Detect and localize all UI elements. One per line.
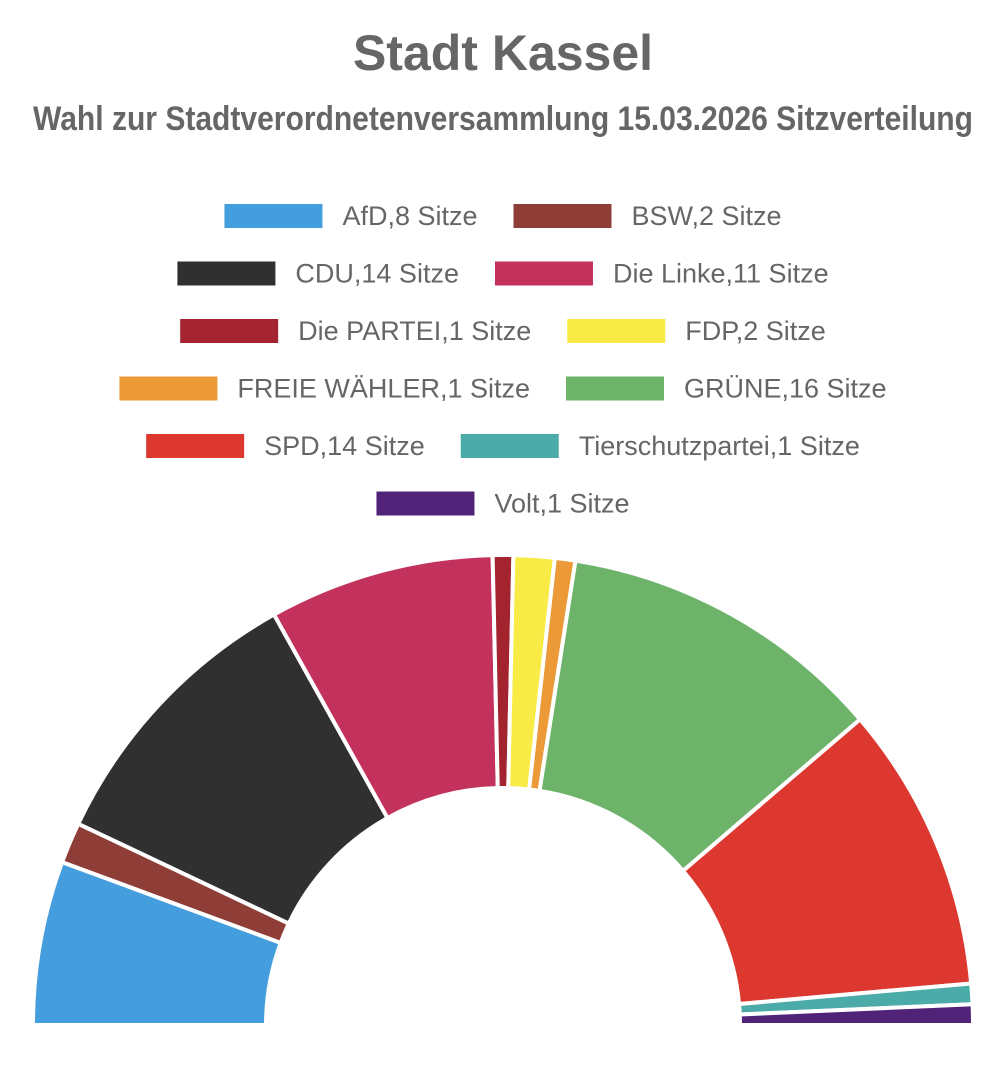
legend-swatch bbox=[567, 319, 666, 343]
legend-swatch bbox=[376, 491, 475, 516]
legend-item-cdu[interactable]: CDU,14 Sitze bbox=[177, 259, 459, 289]
slice-spd[interactable] bbox=[681, 717, 974, 1007]
legend-label: FREIE WÄHLER,1 Sitze bbox=[237, 374, 530, 404]
legend-label: CDU,14 Sitze bbox=[295, 259, 459, 289]
legend-label: FDP,2 Sitze bbox=[685, 316, 826, 346]
legend-item-die-partei[interactable]: Die PARTEI,1 Sitze bbox=[180, 316, 531, 346]
legend-swatch bbox=[119, 376, 218, 401]
legend-swatch bbox=[460, 434, 559, 458]
legend-label: AfD,8 Sitze bbox=[342, 201, 477, 231]
legend-item-freie-wähler[interactable]: FREIE WÄHLER,1 Sitze bbox=[119, 374, 530, 404]
slice-volt[interactable] bbox=[737, 1002, 975, 1027]
legend-swatch bbox=[566, 376, 665, 401]
legend-item-afd[interactable]: AfD,8 Sitze bbox=[224, 201, 478, 231]
legend-swatch bbox=[180, 319, 279, 343]
legend-item-bsw[interactable]: BSW,2 Sitze bbox=[513, 201, 782, 231]
legend-label: Volt,1 Sitze bbox=[494, 489, 629, 519]
legend-swatch bbox=[513, 204, 612, 228]
legend-item-spd[interactable]: SPD,14 Sitze bbox=[146, 431, 425, 461]
legend-label: Die Linke,11 Sitze bbox=[613, 259, 829, 289]
slice-grüne[interactable] bbox=[537, 558, 863, 873]
legend-swatch bbox=[177, 261, 276, 286]
slice-cdu[interactable] bbox=[76, 612, 390, 926]
legend: AfD,8 Sitze BSW,2 Sitze CDU,14 Sitze Die Li… bbox=[119, 201, 887, 519]
legend-item-fdp[interactable]: FDP,2 Sitze bbox=[567, 316, 826, 346]
chart-title: Stadt Kassel bbox=[353, 25, 653, 81]
half-donut bbox=[31, 553, 975, 1027]
legend-swatch bbox=[494, 261, 593, 286]
chart-subtitle: Wahl zur Stadtverordnetenversammlung 15.… bbox=[33, 100, 973, 138]
legend-swatch bbox=[146, 434, 245, 458]
legend-label: GRÜNE,16 Sitze bbox=[684, 374, 887, 404]
legend-item-grüne[interactable]: GRÜNE,16 Sitze bbox=[566, 374, 887, 404]
legend-label: Die PARTEI,1 Sitze bbox=[298, 316, 531, 346]
legend-item-die-linke[interactable]: Die Linke,11 Sitze bbox=[494, 259, 829, 289]
legend-label: BSW,2 Sitze bbox=[631, 201, 781, 231]
legend-swatch bbox=[224, 204, 323, 228]
legend-label: SPD,14 Sitze bbox=[264, 431, 425, 461]
legend-item-volt[interactable]: Volt,1 Sitze bbox=[376, 489, 630, 519]
legend-item-tierschutzpartei[interactable]: Tierschutzpartei,1 Sitze bbox=[460, 431, 860, 461]
legend-label: Tierschutzpartei,1 Sitze bbox=[579, 431, 860, 461]
